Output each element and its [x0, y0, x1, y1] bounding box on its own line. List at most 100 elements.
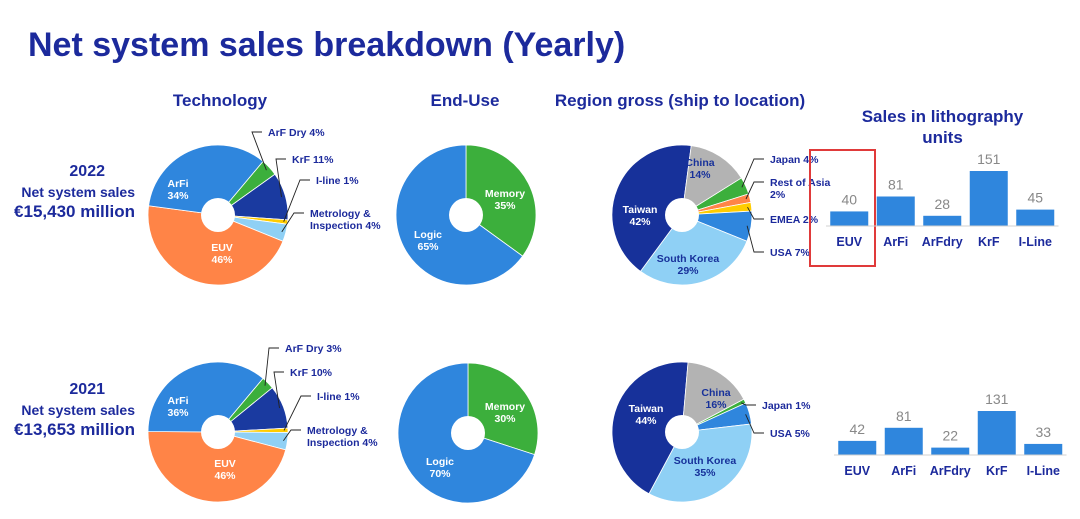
header-lithography-units: Sales in lithography units [830, 106, 1055, 148]
bar-krf [977, 411, 1016, 455]
slice-label-arf-dry: ArF Dry 3% [285, 343, 342, 355]
row-sales-value: €15,430 million [14, 202, 135, 221]
slice-label-metrology-and-inspection: Metrology & Inspection 4% [310, 208, 381, 232]
pie-end-use-2022: Memory 35% Logic 65% [395, 144, 537, 286]
bar-arfi [884, 427, 923, 455]
slice-label-arfi: ArFi 34% [167, 178, 189, 202]
slice-label-metrology-and-inspection: Metrology & Inspection 4% [307, 425, 378, 449]
bar-euv [838, 440, 877, 455]
slice-label-taiwan: Taiwan 44% [629, 403, 664, 427]
slice-label-usa: USA 5% [770, 428, 811, 440]
bar-category-euv: EUV [844, 464, 870, 478]
slice-south-korea [639, 214, 748, 286]
slice-label-emea: EMEA 2% [770, 214, 819, 226]
pie-region-2021: Japan 1% USA 5% South Korea 35% Taiwan 44% Chi… [611, 361, 811, 503]
leader-line-krf [275, 158, 286, 198]
leader-line-rest-of-asia [745, 181, 764, 200]
bar-value-i-line: 33 [1035, 424, 1051, 440]
bar-category-krf: KrF [978, 235, 1000, 249]
slice-label-krf: KrF 11% [292, 154, 334, 166]
pie-hole [665, 198, 699, 232]
pie-hole [665, 415, 699, 449]
leader-line-i-line [283, 179, 310, 222]
slice-label-south-korea: South Korea 29% [657, 253, 720, 277]
bar-value-arfi: 81 [896, 408, 912, 424]
bar-category-krf: KrF [986, 464, 1008, 478]
header-region: Region gross (ship to location) [554, 91, 806, 110]
slice-china [681, 361, 745, 433]
slice-south-korea [648, 423, 753, 503]
slice-label-south-korea: South Korea 35% [674, 455, 737, 479]
leader-line-arf-dry [251, 131, 267, 171]
bar-i-line [1024, 443, 1063, 455]
bar-chart-2022: 40 EUV 81 ArFi 28 ArFdry 151 KrF 45 I-Line [809, 149, 1059, 267]
slice-label-rest-of-asia: Rest of Asia 2% [770, 177, 830, 201]
slice-euv [147, 205, 284, 286]
row-sales-label: Net system sales [21, 402, 135, 418]
page-title: Net system sales breakdown (Yearly) [28, 26, 626, 64]
slice-label-arfi: ArFi 36% [167, 395, 189, 419]
slice-arfi [148, 144, 264, 216]
row-sales-value: €13,653 million [14, 420, 135, 439]
bar-value-i-line: 45 [1027, 190, 1043, 206]
slice-label-krf: KrF 10% [290, 367, 333, 379]
bar-euv [830, 211, 869, 226]
slice-label-china: China 14% [685, 157, 714, 181]
leader-line-i-line [283, 395, 311, 431]
slice-arfi [147, 361, 264, 433]
row-year: 2021 [69, 381, 105, 398]
slice-label-logic: Logic 65% [414, 229, 442, 253]
slice-memory [467, 362, 539, 456]
pie-technology-2022: ArF Dry 4% KrF 11% I-line 1% Metrology & Ins… [147, 127, 381, 286]
slice-label-i-line: I-line 1% [316, 175, 359, 187]
pie-end-use-2021: Memory 30% Logic 70% [397, 362, 539, 504]
pie-hole [201, 415, 235, 449]
leader-line-arf-dry [264, 347, 279, 386]
slice-label-logic: Logic 70% [426, 456, 454, 480]
slice-taiwan [611, 361, 689, 495]
bar-category-arfi: ArFi [891, 464, 916, 478]
bar-arfdry [923, 215, 962, 226]
bar-arfi [876, 196, 915, 226]
slice-label-china: China 16% [701, 387, 730, 411]
slice-label-memory: Memory 30% [485, 401, 525, 425]
pie-technology-2021: ArF Dry 3% KrF 10% I-line 1% Metrology & Ins… [147, 343, 378, 503]
bar-value-euv: 40 [841, 191, 857, 207]
pie-hole [451, 416, 485, 450]
leader-line-japan [741, 402, 756, 406]
bar-category-i-line: I-Line [1027, 464, 1060, 478]
leader-line-usa [745, 414, 764, 434]
row-year: 2022 [69, 163, 105, 180]
highlight-box-euv [809, 149, 876, 267]
row-label-2021: 2021 Net system sales €13,653 million [0, 380, 135, 440]
slice-label-japan: Japan 4% [770, 154, 819, 166]
slice-memory [465, 144, 537, 257]
bar-value-krf: 131 [985, 391, 1009, 407]
leader-line-usa [746, 225, 764, 253]
bar-category-i-line: I-Line [1019, 235, 1052, 249]
bar-value-krf: 151 [977, 151, 1001, 167]
row-label-2022: 2022 Net system sales €15,430 million [0, 162, 135, 222]
bar-value-euv: 42 [849, 421, 865, 437]
leader-line-emea [747, 206, 764, 220]
leader-line-metrology-and-inspection [283, 429, 301, 441]
header-lithography-units-line1: Sales in lithography [861, 107, 1024, 126]
slice-label-euv: EUV 46% [214, 458, 236, 482]
bar-arfdry [931, 447, 970, 455]
bar-value-arfi: 81 [888, 176, 904, 192]
slice-euv [147, 431, 287, 503]
pie-hole [201, 198, 235, 232]
bar-value-arfdry: 22 [942, 428, 958, 444]
bar-i-line [1016, 209, 1055, 226]
header-end-use: End-Use [430, 91, 500, 110]
bar-category-arfdry: ArFdry [930, 464, 971, 478]
bar-chart-2021: 42 EUV 81 ArFi 22 ArFdry 131 KrF 33 I-Line [834, 391, 1067, 478]
leader-line-krf [273, 371, 284, 409]
pie-hole [449, 198, 483, 232]
slice-label-euv: EUV 46% [211, 242, 233, 266]
slice-label-taiwan: Taiwan 42% [623, 204, 658, 228]
bar-category-euv: EUV [836, 235, 862, 249]
slice-label-japan: Japan 1% [762, 400, 811, 412]
bar-krf [969, 171, 1008, 226]
